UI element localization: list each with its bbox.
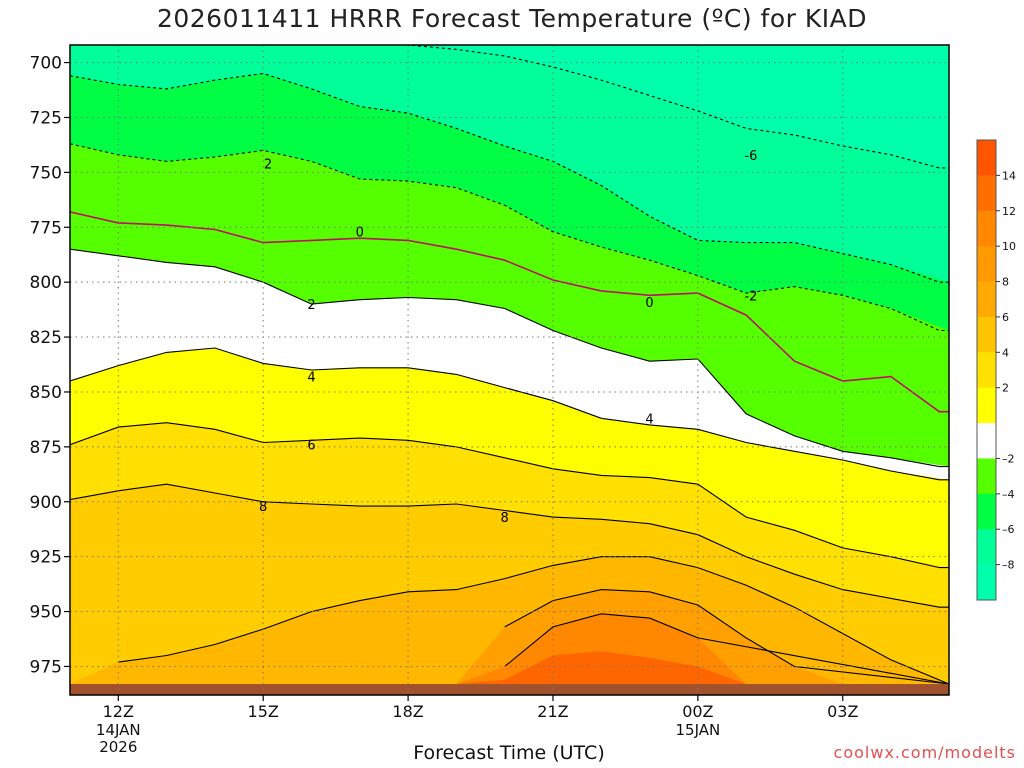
contour-label: -6 (744, 149, 757, 164)
contour-label: 4 (645, 412, 653, 427)
colorbar-label: 6 (1002, 311, 1009, 324)
contour-line (504, 613, 949, 685)
y-tick-label: 950 (30, 603, 62, 623)
colorbar-label: 2 (1002, 382, 1009, 395)
colorbar-swatch (977, 529, 996, 566)
contour-label: -2 (744, 289, 757, 304)
colorbar-label: 10 (1002, 240, 1016, 253)
colorbar-frame (976, 139, 997, 601)
y-tick-label: 775 (30, 218, 62, 238)
x-tick-label: 00Z (682, 702, 713, 721)
colorbar-swatch (977, 564, 996, 601)
contour-label: 2 (264, 158, 272, 173)
colorbar-swatch (977, 493, 996, 530)
colorbar-swatch (977, 246, 996, 283)
contour-line (70, 483, 949, 608)
plot-layer: 2 0 2 4 6 8 8 4 0 -6 -2 (70, 45, 949, 695)
contour-line (70, 347, 949, 481)
y-tick-label: 750 (30, 163, 62, 183)
colorbar-label: –6 (1002, 523, 1015, 536)
y-tick-label: 900 (30, 493, 62, 513)
colorbar-label: –8 (1002, 559, 1015, 572)
colorbar-swatch (977, 210, 996, 247)
x-tick-label: 15Z (248, 702, 279, 721)
y-tick-label: 725 (30, 108, 62, 128)
credit-text[interactable]: coolwx.com/modelts (833, 743, 1016, 762)
x-tick-label: 12Z (103, 702, 134, 721)
contour-label: 4 (307, 371, 315, 386)
contour-line (70, 422, 949, 569)
x-tick-label: 21Z (537, 702, 568, 721)
y-tick-label: 825 (30, 328, 62, 348)
x-axis-label-text: Forecast Time (UTC) (413, 742, 605, 764)
y-tick-label: 700 (30, 54, 62, 74)
contour-line (504, 589, 949, 685)
colorbar-swatch (977, 316, 996, 353)
x-axis-label: Forecast Time (UTC) (0, 742, 1024, 764)
contour-label: 2 (307, 298, 315, 313)
contour-label: 8 (501, 511, 509, 526)
contour-label: 6 (307, 439, 315, 454)
colorbar-label: 8 (1002, 276, 1009, 289)
y-tick-label: 925 (30, 548, 62, 568)
y-tick-label: 800 (30, 273, 62, 293)
colorbar-label: 4 (1002, 346, 1009, 359)
band-10-to-12 (70, 613, 949, 684)
x-tick-sublabel: 14JAN (96, 721, 141, 739)
colorbar-label: –4 (1002, 488, 1015, 501)
chart-title: 2026011411 HRRR Forecast Temperature (ºC… (156, 4, 868, 33)
freezing-contour (70, 211, 949, 413)
band-warmest (70, 651, 949, 684)
colorbar-label: –2 (1002, 452, 1015, 465)
colorbar: 14 12 10 8 6 4 2 –2 –4 –6 –8 (976, 139, 1016, 601)
contour-label: 8 (259, 500, 267, 515)
y-tick-label: 975 (30, 657, 62, 677)
x-tick-sublabel: 2026 (99, 738, 137, 756)
colorbar-label: 14 (1002, 169, 1016, 182)
y-tick-label: 875 (30, 438, 62, 458)
colorbar-swatch (977, 140, 996, 176)
colorbar-swatch (977, 423, 996, 459)
plot-frame (69, 44, 950, 696)
x-tick-sublabel: 15JAN (675, 721, 720, 739)
band-8-to-10 (70, 589, 949, 684)
contour-label: 0 (645, 296, 653, 311)
axes: 70072575077580082585087590092595097512Z1… (30, 54, 859, 756)
colorbar-label: 12 (1002, 205, 1016, 218)
colorbar-swatch (977, 281, 996, 318)
ground-layer (70, 684, 949, 695)
contour-label: 0 (356, 226, 364, 241)
colorbar-swatch (977, 175, 996, 212)
contour-line (70, 248, 949, 468)
x-tick-label: 18Z (392, 702, 423, 721)
y-tick-label: 850 (30, 383, 62, 403)
colorbar-swatch (977, 458, 996, 495)
colorbar-swatch (977, 387, 996, 424)
contour-line (70, 143, 949, 332)
colorbar-swatch (977, 352, 996, 389)
x-tick-label: 03Z (827, 702, 858, 721)
